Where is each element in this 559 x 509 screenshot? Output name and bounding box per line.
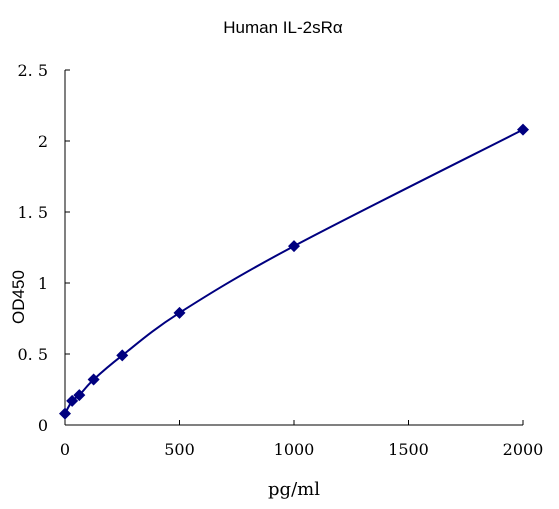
data-point-diamond — [87, 373, 100, 386]
chart-title: Human IL-2sRα — [223, 18, 343, 37]
x-axis-label: pg/ml — [268, 479, 320, 500]
data-point-diamond — [59, 407, 71, 420]
data-point-diamond — [73, 389, 86, 402]
y-axis-ticks: 0 0. 5 1 1. 5 2 2. 5 — [17, 61, 70, 435]
y-axis-label: OD450 — [9, 270, 28, 324]
x-axis-ticks: 0 500 1000 1500 2000 — [60, 420, 543, 459]
y-tick-label: 0. 5 — [17, 345, 48, 364]
x-tick-label: 1500 — [388, 440, 429, 459]
y-tick-label: 2. 5 — [17, 61, 48, 80]
x-tick-label: 500 — [164, 440, 195, 459]
x-tick-label: 0 — [60, 440, 70, 459]
y-tick-label: 1. 5 — [17, 203, 48, 222]
y-tick-label: 0 — [38, 416, 48, 435]
data-point-diamond — [173, 306, 186, 319]
data-point-diamond — [517, 123, 529, 136]
x-tick-label: 2000 — [503, 440, 544, 459]
x-tick-label: 1000 — [274, 440, 315, 459]
y-tick-label: 2 — [38, 132, 48, 151]
data-point-diamond — [116, 349, 129, 362]
y-tick-label: 1 — [38, 274, 48, 293]
data-point-diamond — [288, 240, 300, 253]
data-series — [59, 123, 529, 420]
fit-curve — [64, 128, 524, 415]
data-point-diamond — [66, 394, 79, 407]
